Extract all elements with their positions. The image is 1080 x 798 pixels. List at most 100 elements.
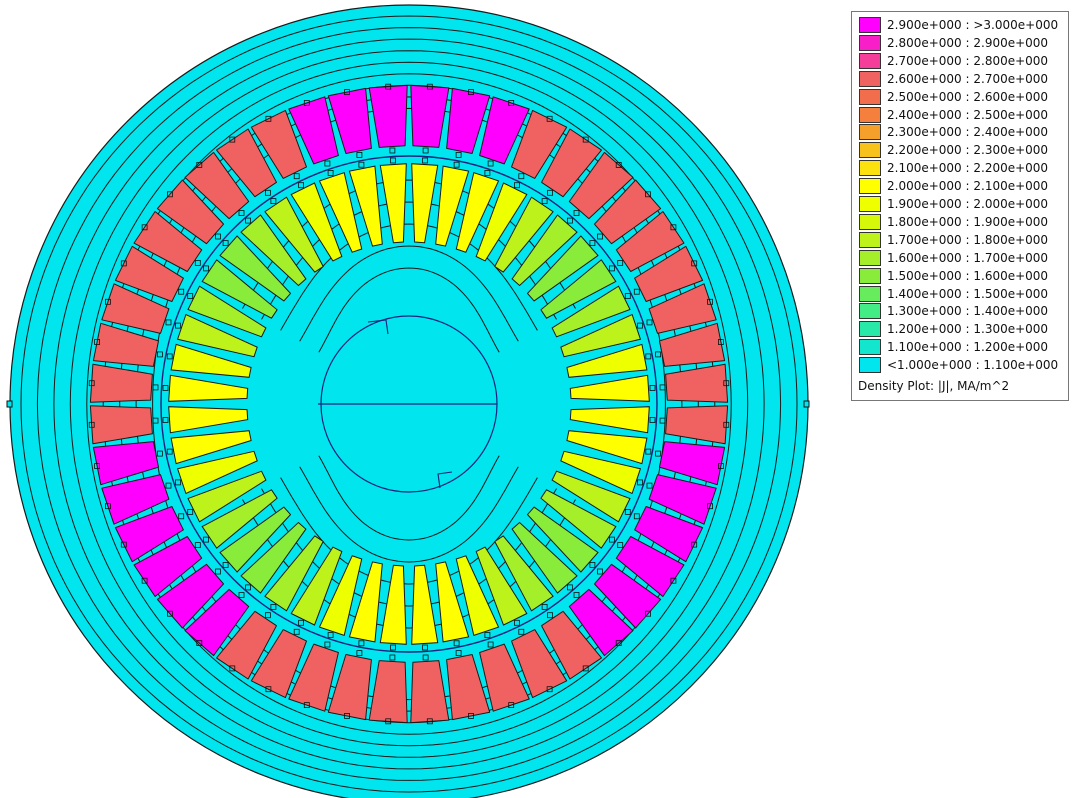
node-marker bbox=[567, 584, 573, 591]
node-marker bbox=[105, 503, 111, 510]
winding-slots bbox=[89, 84, 729, 724]
node-marker bbox=[426, 718, 433, 725]
inner-slot bbox=[511, 521, 578, 594]
outer-slot bbox=[101, 283, 170, 334]
node-marker bbox=[194, 542, 201, 548]
legend-item: 2.100e+000 : 2.200e+000 bbox=[859, 159, 1065, 177]
node-marker bbox=[324, 160, 331, 167]
node-marker bbox=[633, 513, 640, 520]
inner-slot bbox=[411, 163, 439, 244]
inner-slot bbox=[348, 561, 383, 643]
legend-item: 2.700e+000 : 2.800e+000 bbox=[859, 52, 1065, 69]
outer-slot bbox=[288, 96, 339, 165]
inner-slot bbox=[168, 374, 249, 402]
flux-line bbox=[280, 223, 538, 331]
node-marker bbox=[649, 385, 656, 391]
inner-slot bbox=[219, 235, 292, 302]
outer-slot bbox=[665, 405, 729, 445]
node-marker bbox=[385, 718, 392, 725]
inner-slot bbox=[170, 430, 252, 465]
inner-slot bbox=[379, 564, 407, 645]
flux-line bbox=[53, 38, 765, 770]
outer-slot bbox=[114, 506, 184, 563]
node-marker bbox=[617, 542, 624, 548]
legend-swatch bbox=[859, 267, 881, 284]
legend-item-label: 1.300e+000 : 1.400e+000 bbox=[887, 304, 1049, 319]
inner-slot bbox=[569, 406, 650, 434]
legend-item-label: 2.200e+000 : 2.300e+000 bbox=[887, 143, 1049, 158]
flux-line bbox=[69, 50, 749, 758]
node-marker bbox=[156, 450, 163, 457]
node-marker bbox=[615, 161, 622, 168]
node-marker bbox=[655, 450, 661, 457]
inner-slot bbox=[240, 214, 307, 287]
node-marker bbox=[487, 160, 494, 167]
boundary-marker bbox=[803, 400, 810, 408]
outer-slot bbox=[92, 322, 159, 367]
legend-swatch bbox=[859, 88, 881, 105]
inner-slot bbox=[560, 313, 642, 358]
node-marker bbox=[518, 173, 525, 180]
node-marker bbox=[422, 147, 429, 154]
legend-caption: Density Plot: |J|, MA/m^2 bbox=[858, 379, 1010, 393]
node-marker bbox=[229, 136, 236, 143]
legend-item-label: 2.800e+000 : 2.900e+000 bbox=[887, 35, 1049, 50]
inner-slot bbox=[435, 165, 470, 247]
legend-item: 2.400e+000 : 2.500e+000 bbox=[859, 106, 1065, 123]
node-marker bbox=[547, 612, 553, 619]
node-marker bbox=[615, 640, 622, 646]
node-marker bbox=[303, 702, 310, 708]
node-marker bbox=[344, 89, 350, 95]
flux-line bbox=[102, 73, 716, 735]
node-marker bbox=[166, 191, 173, 198]
flux-line bbox=[152, 107, 666, 701]
node-marker bbox=[356, 151, 363, 158]
node-marker bbox=[455, 151, 462, 158]
node-marker bbox=[152, 417, 159, 424]
node-marker bbox=[645, 610, 651, 617]
node-marker bbox=[327, 169, 334, 176]
node-marker bbox=[187, 508, 194, 515]
flux-line bbox=[318, 455, 500, 541]
node-marker bbox=[385, 83, 392, 90]
legend-item: 2.000e+000 : 2.100e+000 bbox=[859, 177, 1065, 195]
node-marker bbox=[120, 260, 127, 267]
inner-slot bbox=[526, 506, 599, 573]
node-marker bbox=[166, 353, 173, 360]
node-markers bbox=[88, 83, 730, 725]
node-marker bbox=[645, 191, 651, 198]
legend-item: 1.800e+000 : 1.900e+000 bbox=[859, 213, 1065, 230]
outer-slot bbox=[568, 151, 634, 220]
node-marker bbox=[508, 100, 515, 106]
node-marker bbox=[94, 463, 100, 469]
legend-swatch bbox=[859, 142, 881, 159]
node-marker bbox=[617, 259, 624, 266]
node-marker bbox=[194, 259, 201, 266]
node-marker bbox=[229, 665, 236, 672]
node-marker bbox=[589, 562, 596, 568]
legend-item: 1.900e+000 : 2.000e+000 bbox=[859, 195, 1065, 212]
node-marker bbox=[723, 380, 730, 387]
flux-line bbox=[318, 267, 500, 353]
node-marker bbox=[637, 479, 643, 486]
density-legend: 2.900e+000 : >3.000e+000 2.800e+000 : 2.… bbox=[851, 11, 1069, 401]
node-marker bbox=[597, 568, 603, 575]
keyway-notch bbox=[367, 319, 389, 335]
node-marker bbox=[203, 536, 210, 543]
legend-swatch bbox=[859, 249, 881, 266]
legend-item: 1.300e+000 : 1.400e+000 bbox=[859, 302, 1065, 320]
legend-item: 2.900e+000 : >3.000e+000 bbox=[859, 16, 1065, 33]
node-marker bbox=[597, 233, 603, 240]
node-marker bbox=[390, 644, 396, 651]
node-marker bbox=[659, 384, 666, 391]
legend-item-label: 2.600e+000 : 2.700e+000 bbox=[887, 71, 1049, 86]
inner-slot bbox=[201, 259, 278, 319]
flux-line bbox=[135, 96, 683, 712]
node-marker bbox=[453, 161, 460, 168]
node-marker bbox=[238, 210, 245, 216]
node-marker bbox=[422, 654, 429, 661]
node-marker bbox=[582, 665, 589, 672]
node-marker bbox=[215, 568, 221, 575]
outer-slot bbox=[184, 151, 250, 220]
legend-item-label: 1.800e+000 : 1.900e+000 bbox=[887, 214, 1049, 229]
